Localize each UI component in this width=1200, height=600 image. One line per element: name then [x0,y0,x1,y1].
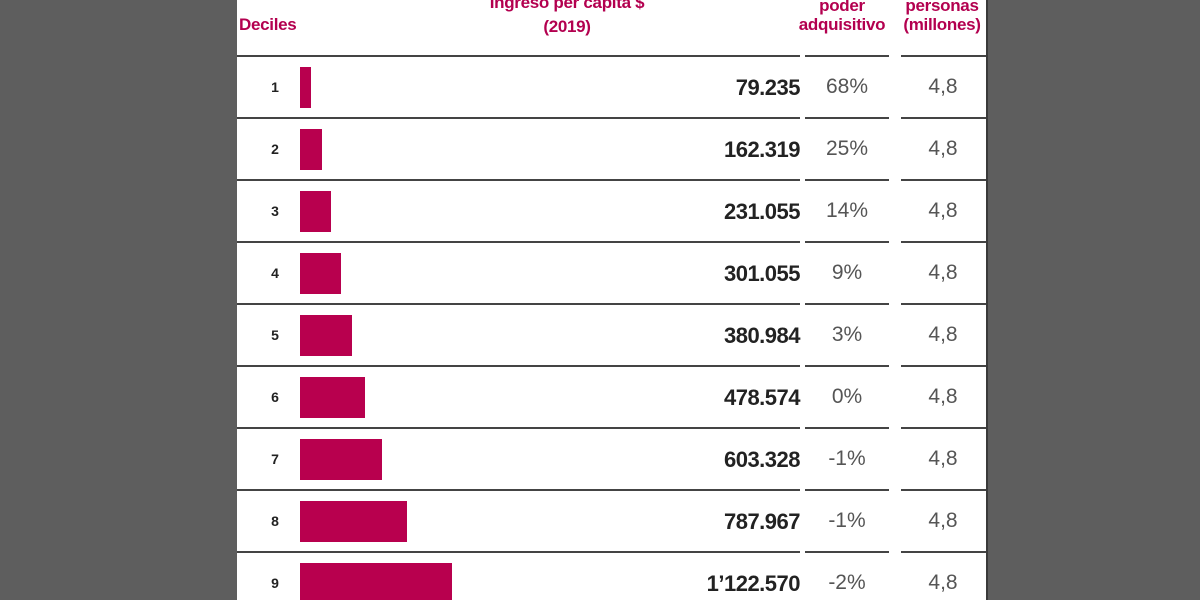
income-value: 603.328 [723,447,801,472]
people-millions: 4,8 [928,137,958,160]
row-divider [901,551,986,553]
table-row: 5 380.984 3% 4,8 [237,305,986,367]
income-value: 79.235 [735,75,801,100]
row-divider [901,55,986,57]
people-millions: 4,8 [928,571,958,594]
income-value: 1’122.570 [706,571,801,596]
decile-label: 1 [271,79,279,95]
row-divider [237,489,800,491]
purchasing-power-change: 0% [831,385,863,408]
row-divider [901,489,986,491]
people-millions: 4,8 [928,323,958,346]
decile-label: 8 [271,513,279,529]
header-income-line2: (2019) [543,17,591,36]
row-divider [237,551,800,553]
people-millions: 4,8 [928,509,958,532]
income-value: 231.055 [723,199,801,224]
table-row: 2 162.319 25% 4,8 [237,119,986,181]
decile-label: 7 [271,451,279,467]
row-divider [901,303,986,305]
income-value: 162.319 [723,137,801,162]
people-millions: 4,8 [928,385,958,408]
purchasing-power-change: 3% [831,323,863,346]
row-divider [237,303,800,305]
purchasing-power-change: 25% [825,137,869,160]
income-value: 787.967 [723,509,801,534]
table-row: 9 1’122.570 -2% 4,8 [237,553,986,600]
income-value: 301.055 [723,261,801,286]
row-divider [805,427,889,429]
income-bar [300,315,352,356]
purchasing-power-change: -1% [828,447,866,470]
income-bar [300,501,407,542]
decile-label: 4 [271,265,279,281]
row-divider [805,241,889,243]
row-divider [237,55,800,57]
purchasing-power-change: 9% [831,261,863,284]
row-divider [805,179,889,181]
table-row: 4 301.055 9% 4,8 [237,243,986,305]
deciles-table: Deciles Ingreso per capita $ (2019) pode… [237,0,988,600]
table-row: 7 603.328 -1% 4,8 [237,429,986,491]
row-divider [237,241,800,243]
row-divider [237,365,800,367]
income-value: 380.984 [723,323,801,348]
purchasing-power-change: -2% [828,571,866,594]
income-value: 478.574 [723,385,801,410]
purchasing-power-change: -1% [828,509,866,532]
row-divider [901,427,986,429]
decile-label: 9 [271,575,279,591]
header-power-line2: adquisitivo [798,15,886,34]
income-bar [300,129,322,170]
row-divider [901,179,986,181]
row-divider [805,55,889,57]
table-row: 8 787.967 -1% 4,8 [237,491,986,553]
decile-label: 6 [271,389,279,405]
people-millions: 4,8 [928,261,958,284]
row-divider [805,489,889,491]
income-bar [300,377,365,418]
income-bar [300,67,311,108]
income-bar [300,191,332,232]
decile-label: 5 [271,327,279,343]
header-income-line1: Ingreso per capita $ [489,0,645,12]
table-row: 6 478.574 0% 4,8 [237,367,986,429]
row-divider [237,179,800,181]
header-people-line1: personas [905,0,979,15]
table-row: 1 79.235 68% 4,8 [237,57,986,119]
row-divider [237,117,800,119]
people-millions: 4,8 [928,447,958,470]
income-bar [300,253,341,294]
row-divider [901,241,986,243]
row-divider [237,427,800,429]
income-bar [300,563,452,600]
header-power-line1: poder [819,0,865,15]
row-divider [805,303,889,305]
header-people-line2: (millones) [903,15,981,34]
table-row: 3 231.055 14% 4,8 [237,181,986,243]
row-divider [805,551,889,553]
income-bar [300,439,382,480]
purchasing-power-change: 68% [825,75,869,98]
decile-label: 2 [271,141,279,157]
row-divider [805,365,889,367]
row-divider [805,117,889,119]
people-millions: 4,8 [928,199,958,222]
people-millions: 4,8 [928,75,958,98]
row-divider [901,365,986,367]
header-deciles: Deciles [239,15,297,34]
decile-label: 3 [271,203,279,219]
purchasing-power-change: 14% [825,199,869,222]
row-divider [901,117,986,119]
